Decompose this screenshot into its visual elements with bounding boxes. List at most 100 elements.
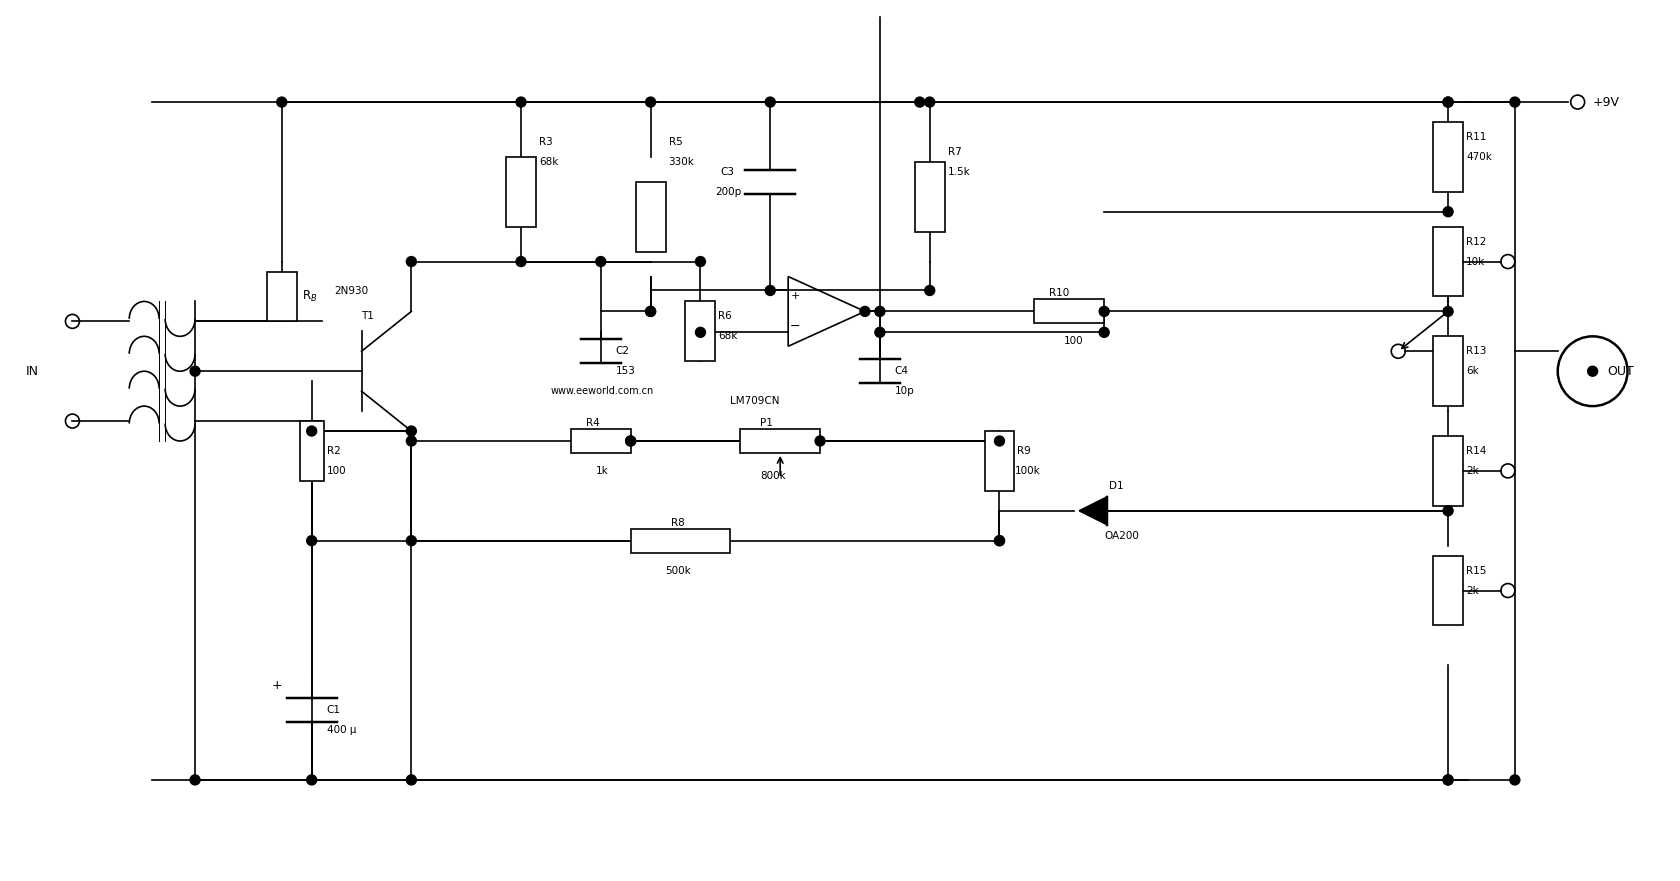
Circle shape <box>924 285 934 295</box>
Text: 500k: 500k <box>665 566 690 575</box>
Text: 2N930: 2N930 <box>334 286 368 297</box>
Bar <box>1433 226 1462 296</box>
Circle shape <box>407 436 417 446</box>
Circle shape <box>1509 775 1519 785</box>
Text: 400 μ: 400 μ <box>326 725 356 735</box>
Text: 330k: 330k <box>669 157 694 167</box>
Text: 1.5k: 1.5k <box>948 167 969 177</box>
Text: R7: R7 <box>948 147 961 157</box>
Text: D1: D1 <box>1109 481 1124 491</box>
Text: OUT: OUT <box>1606 365 1633 378</box>
Text: R12: R12 <box>1465 237 1485 247</box>
Text: R4: R4 <box>585 418 600 428</box>
Bar <box>630 529 729 552</box>
Text: OA200: OA200 <box>1104 530 1139 541</box>
Circle shape <box>924 97 934 107</box>
Text: R14: R14 <box>1465 446 1485 456</box>
Text: 10p: 10p <box>894 386 914 396</box>
Text: R6: R6 <box>717 311 732 322</box>
Circle shape <box>190 366 200 376</box>
Text: P1: P1 <box>759 418 773 428</box>
Circle shape <box>1441 97 1452 107</box>
Circle shape <box>1441 307 1452 316</box>
Text: R10: R10 <box>1048 288 1068 299</box>
Text: 100: 100 <box>326 466 346 476</box>
Text: R11: R11 <box>1465 132 1485 142</box>
Circle shape <box>645 307 655 316</box>
Text: R9: R9 <box>1016 446 1030 456</box>
Bar <box>685 301 716 361</box>
Text: C3: C3 <box>721 167 734 177</box>
Text: C4: C4 <box>894 366 909 376</box>
Bar <box>1433 436 1462 506</box>
Circle shape <box>764 97 774 107</box>
Text: T1: T1 <box>361 311 375 322</box>
Circle shape <box>1441 775 1452 785</box>
Text: 470k: 470k <box>1465 152 1492 162</box>
Circle shape <box>277 97 287 107</box>
Text: 2k: 2k <box>1465 586 1478 596</box>
Circle shape <box>625 436 635 446</box>
Bar <box>506 157 536 226</box>
Text: R3: R3 <box>539 137 553 147</box>
Circle shape <box>874 328 884 337</box>
Circle shape <box>190 775 200 785</box>
Text: 68k: 68k <box>539 157 558 167</box>
Text: 1k: 1k <box>595 466 608 476</box>
Circle shape <box>1441 207 1452 217</box>
Text: 100k: 100k <box>1013 466 1040 476</box>
Text: 68k: 68k <box>717 331 738 341</box>
Circle shape <box>1441 506 1452 515</box>
Circle shape <box>516 97 526 107</box>
Text: 2k: 2k <box>1465 466 1478 476</box>
Circle shape <box>696 256 706 267</box>
Circle shape <box>407 775 417 785</box>
Text: LM709CN: LM709CN <box>729 396 780 406</box>
Circle shape <box>860 307 869 316</box>
Circle shape <box>306 426 316 436</box>
Circle shape <box>645 307 655 316</box>
Text: 200p: 200p <box>716 187 741 196</box>
Circle shape <box>995 436 1005 446</box>
Circle shape <box>1509 97 1519 107</box>
Text: R5: R5 <box>669 137 682 147</box>
Bar <box>1433 556 1462 626</box>
Text: +: + <box>790 291 800 301</box>
Bar <box>267 271 297 322</box>
Circle shape <box>995 536 1005 545</box>
Polygon shape <box>1079 497 1107 525</box>
Circle shape <box>645 97 655 107</box>
Bar <box>739 429 820 453</box>
Text: www.eeworld.com.cn: www.eeworld.com.cn <box>551 386 654 396</box>
Text: 6k: 6k <box>1465 366 1478 376</box>
Text: 800k: 800k <box>759 470 786 481</box>
Circle shape <box>764 285 774 295</box>
Text: 153: 153 <box>615 366 635 376</box>
Text: IN: IN <box>25 365 39 378</box>
Bar <box>299 421 324 481</box>
Text: +9V: +9V <box>1591 95 1618 108</box>
Circle shape <box>595 256 605 267</box>
Circle shape <box>407 536 417 545</box>
Circle shape <box>516 256 526 267</box>
Circle shape <box>914 97 924 107</box>
Text: −: − <box>790 321 800 333</box>
Text: 100: 100 <box>1063 337 1084 346</box>
Circle shape <box>407 426 417 436</box>
Circle shape <box>696 328 706 337</box>
Bar <box>914 162 944 232</box>
Text: R8: R8 <box>670 518 684 528</box>
Text: R2: R2 <box>326 446 339 456</box>
Bar <box>1433 122 1462 192</box>
Circle shape <box>995 536 1005 545</box>
Text: 10k: 10k <box>1465 256 1485 267</box>
Circle shape <box>1099 328 1109 337</box>
Text: R15: R15 <box>1465 566 1485 575</box>
Bar <box>1033 300 1104 323</box>
Bar <box>571 429 630 453</box>
Bar <box>984 431 1013 491</box>
Text: +: + <box>270 678 282 692</box>
Circle shape <box>407 256 417 267</box>
Circle shape <box>874 307 884 316</box>
Text: R$_B$: R$_B$ <box>301 289 318 304</box>
